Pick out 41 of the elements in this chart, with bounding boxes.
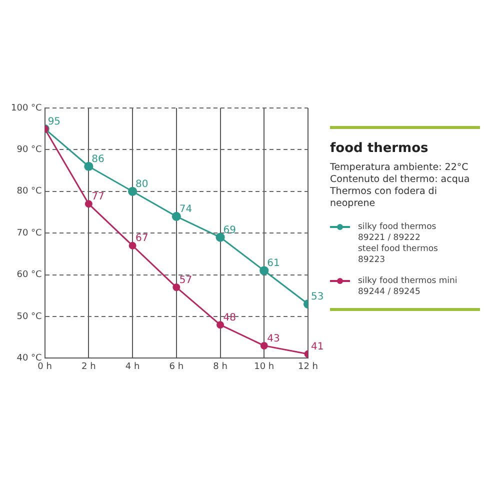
data-label: 43 xyxy=(267,333,280,344)
y-tick-label: 40 °C xyxy=(16,354,42,364)
x-tick-label: 4 h xyxy=(125,362,140,372)
x-tick-label: 12 h xyxy=(298,362,318,372)
data-label: 67 xyxy=(136,233,148,244)
point xyxy=(260,266,269,276)
y-tick-label: 50 °C xyxy=(16,312,42,322)
legend-label: silky food thermos 89221 / 89222 steel food thermos 89223 xyxy=(358,222,438,266)
point xyxy=(216,232,225,242)
data-label: 61 xyxy=(267,258,280,270)
y-tick-label: 80 °C xyxy=(16,186,42,197)
data-label: 41 xyxy=(311,342,324,353)
data-label: 53 xyxy=(311,292,324,303)
x-tick-label: 10 h xyxy=(254,362,274,372)
y-tick-label: 90 °C xyxy=(16,145,42,156)
data-label: 95 xyxy=(48,116,61,128)
x-tick-label: 8 h xyxy=(213,362,228,372)
data-label: 77 xyxy=(92,192,104,203)
point xyxy=(172,284,180,292)
x-tick-label: 2 h xyxy=(82,362,96,372)
point xyxy=(128,242,136,250)
y-tick-label: 70 °C xyxy=(16,228,42,238)
y-tick-label: 100 °C xyxy=(10,103,42,114)
data-label: 80 xyxy=(136,178,148,190)
legend-label: silky food thermos mini 89244 / 89245 xyxy=(358,276,458,298)
data-label: 69 xyxy=(223,224,236,236)
data-label: 48 xyxy=(223,312,236,324)
data-label: 74 xyxy=(179,204,192,216)
text: food thermos xyxy=(330,141,430,156)
y-tick-label: 60 °C xyxy=(16,270,42,280)
x-tick-label: 6 h xyxy=(169,362,184,372)
text: Temperatura ambiente: 22°C Contenuto del thermo: acqua Thermos con fodera di neoprene xyxy=(330,162,471,210)
point xyxy=(172,212,181,221)
point xyxy=(84,162,94,171)
point xyxy=(216,321,224,329)
data-label: 57 xyxy=(179,274,192,286)
data-label: 86 xyxy=(92,154,104,165)
point xyxy=(260,342,268,350)
point xyxy=(84,200,92,208)
point xyxy=(128,186,138,196)
x-tick-label: 0 h xyxy=(38,362,52,372)
